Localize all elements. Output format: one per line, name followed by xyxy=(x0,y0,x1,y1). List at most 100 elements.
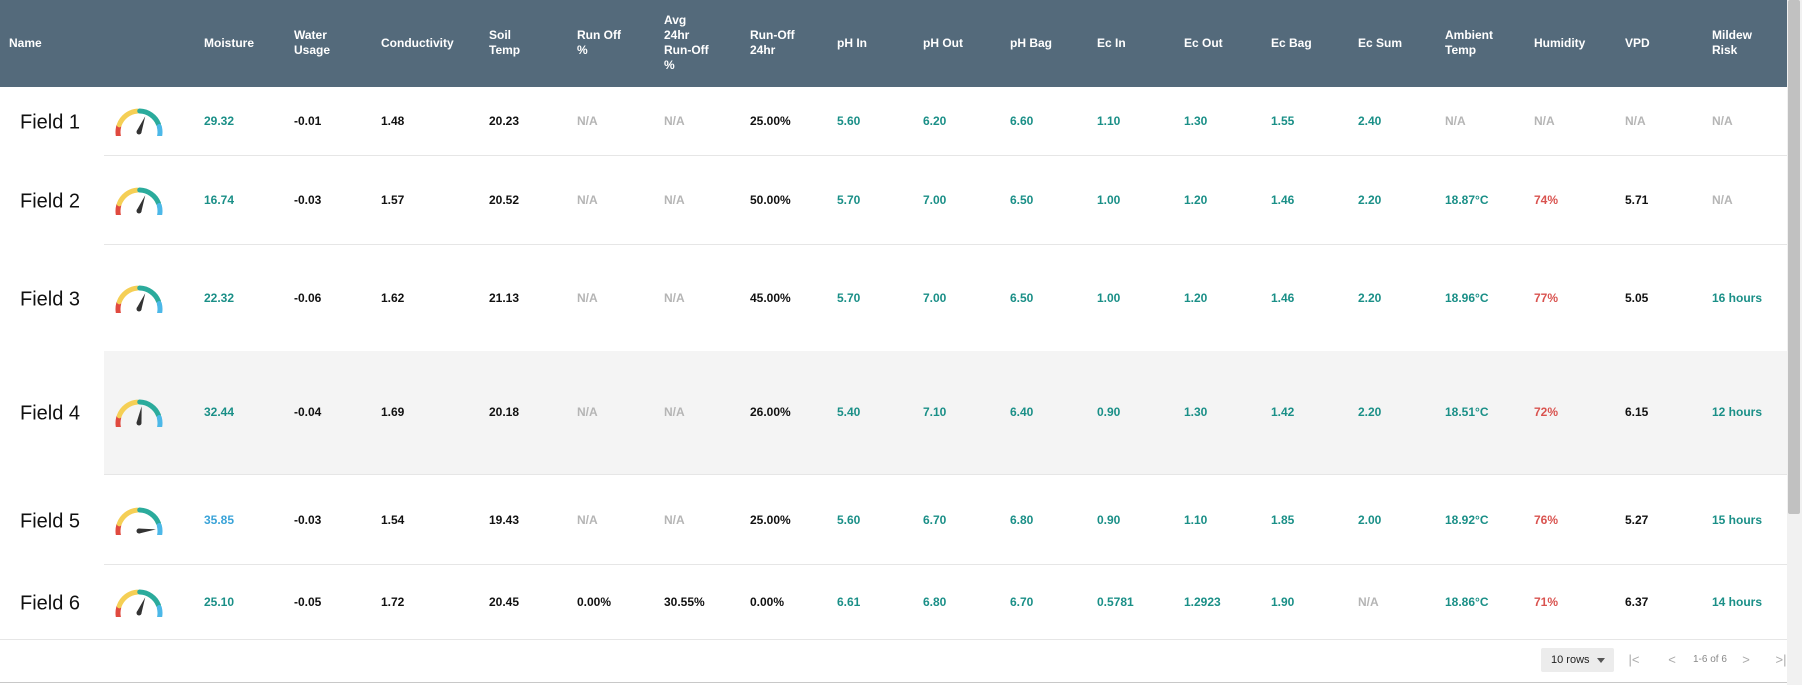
last-page-icon[interactable]: >| xyxy=(1775,652,1787,667)
cell-runoff-24: 0.00% xyxy=(750,595,785,609)
header-name[interactable]: Name xyxy=(9,35,42,50)
field-name[interactable]: Field 1 xyxy=(20,111,81,134)
rows-per-page-select[interactable]: 10 rows xyxy=(1541,648,1614,672)
cell-ec-out: 1.30 xyxy=(1184,405,1208,419)
moisture-gauge-icon xyxy=(115,187,163,221)
cell-soil-temp: 20.45 xyxy=(489,595,520,609)
cell-run-off-pct: N/A xyxy=(577,513,598,527)
cell-ph-bag: 6.50 xyxy=(1010,193,1034,207)
cell-ph-bag: 6.50 xyxy=(1010,291,1034,305)
cell-mildew-risk: N/A xyxy=(1712,193,1733,207)
field-name[interactable]: Field 4 xyxy=(20,402,81,425)
header-ph-in[interactable]: pH In xyxy=(837,35,867,50)
cell-water-usage: -0.06 xyxy=(294,291,322,305)
chevron-right-icon[interactable]: > xyxy=(1742,652,1750,667)
cell-soil-temp: 20.23 xyxy=(489,114,520,128)
cell-conductivity: 1.69 xyxy=(381,405,405,419)
header-ph-bag[interactable]: pH Bag xyxy=(1010,35,1052,50)
cell-run-off-pct: N/A xyxy=(577,405,598,419)
header-run-off-pct[interactable]: Run Off % xyxy=(577,28,621,57)
header-avg-runoff[interactable]: Avg 24hr Run-Off % xyxy=(664,13,709,72)
cell-vpd: N/A xyxy=(1625,114,1646,128)
moisture-gauge xyxy=(109,503,169,541)
cell-ambient-temp: 18.87°C xyxy=(1445,193,1489,207)
chevron-down-icon xyxy=(1597,658,1605,663)
field-name[interactable]: Field 3 xyxy=(20,288,81,311)
field-name[interactable]: Field 2 xyxy=(20,190,81,213)
cell-ec-bag: 1.55 xyxy=(1271,114,1295,128)
chevron-left-icon[interactable]: < xyxy=(1668,652,1676,667)
name-cell xyxy=(0,87,104,155)
header-ec-out[interactable]: Ec Out xyxy=(1184,35,1223,50)
field-name[interactable]: Field 6 xyxy=(20,592,81,615)
cell-ph-out: 7.00 xyxy=(923,193,947,207)
cell-ec-bag: 1.42 xyxy=(1271,405,1295,419)
table-row[interactable]: Field 4 32.44 -0.04 1.69 20.18 N/A N/A 26.00% 5… xyxy=(0,351,1787,475)
first-page-icon[interactable]: |< xyxy=(1628,652,1640,667)
cell-moisture: 35.85 xyxy=(204,513,235,527)
cell-ambient-temp: 18.86°C xyxy=(1445,595,1489,609)
cell-moisture: 29.32 xyxy=(204,114,235,128)
cell-ec-bag: 1.46 xyxy=(1271,193,1295,207)
header-soil-temp[interactable]: Soil Temp xyxy=(489,28,521,57)
cell-mildew-risk: N/A xyxy=(1712,114,1733,128)
cell-ec-sum: 2.20 xyxy=(1358,405,1382,419)
cell-ec-out: 1.10 xyxy=(1184,513,1208,527)
header-ambient-temp[interactable]: Ambient Temp xyxy=(1445,28,1493,57)
cell-ph-out: 7.10 xyxy=(923,405,947,419)
cell-humidity: 76% xyxy=(1534,513,1559,527)
table-row[interactable]: Field 3 22.32 -0.06 1.62 21.13 N/A N/A 45.00% 5… xyxy=(0,244,1787,352)
header-humidity[interactable]: Humidity xyxy=(1534,35,1586,50)
moisture-gauge xyxy=(109,104,169,142)
cell-water-usage: -0.04 xyxy=(294,405,322,419)
cell-ph-bag: 6.40 xyxy=(1010,405,1034,419)
cell-runoff-24: 26.00% xyxy=(750,405,791,419)
cell-ec-sum: 2.40 xyxy=(1358,114,1382,128)
field-name[interactable]: Field 5 xyxy=(20,510,81,533)
cell-ec-in: 0.90 xyxy=(1097,405,1121,419)
cell-ambient-temp: 18.96°C xyxy=(1445,291,1489,305)
cell-moisture: 32.44 xyxy=(204,405,235,419)
cell-ec-in: 0.90 xyxy=(1097,513,1121,527)
footer-divider xyxy=(0,682,1787,683)
cell-ambient-temp: 18.92°C xyxy=(1445,513,1489,527)
cell-ph-out: 6.70 xyxy=(923,513,947,527)
cell-moisture: 16.74 xyxy=(204,193,235,207)
cell-water-usage: -0.01 xyxy=(294,114,322,128)
cell-ph-bag: 6.80 xyxy=(1010,513,1034,527)
header-ec-bag[interactable]: Ec Bag xyxy=(1271,35,1312,50)
table-row[interactable]: Field 1 29.32 -0.01 1.48 20.23 N/A N/A 25.00% 5… xyxy=(0,87,1787,156)
table-row[interactable]: Field 2 16.74 -0.03 1.57 20.52 N/A N/A 50.00% 5… xyxy=(0,155,1787,245)
scrollbar-thumb[interactable] xyxy=(1788,0,1800,514)
name-cell xyxy=(0,564,104,639)
cell-ec-sum: 2.00 xyxy=(1358,513,1382,527)
pagination-range: 1-6 of 6 xyxy=(1693,654,1727,665)
header-vpd[interactable]: VPD xyxy=(1625,35,1650,50)
cell-ec-in: 1.10 xyxy=(1097,114,1121,128)
cell-ph-out: 7.00 xyxy=(923,291,947,305)
cell-soil-temp: 21.13 xyxy=(489,291,520,305)
header-ec-in[interactable]: Ec In xyxy=(1097,35,1126,50)
table-row[interactable]: Field 6 25.10 -0.05 1.72 20.45 0.00% 30.55% 0.… xyxy=(0,564,1787,640)
cell-mildew-risk: 12 hours xyxy=(1712,405,1763,419)
cell-ec-sum: N/A xyxy=(1358,595,1379,609)
cell-ph-in: 5.40 xyxy=(837,405,861,419)
cell-humidity: 72% xyxy=(1534,405,1559,419)
header-water-usage[interactable]: Water Usage xyxy=(294,28,331,57)
cell-vpd: 5.05 xyxy=(1625,291,1649,305)
header-mildew-risk[interactable]: Mildew Risk xyxy=(1712,28,1753,57)
cell-ph-out: 6.20 xyxy=(923,114,947,128)
cell-ec-out: 1.20 xyxy=(1184,193,1208,207)
header-moisture[interactable]: Moisture xyxy=(204,35,255,50)
cell-avg-runoff: 30.55% xyxy=(664,595,705,609)
table-row[interactable]: Field 5 35.85 -0.03 1.54 19.43 N/A N/A 25.00% 5… xyxy=(0,474,1787,565)
header-ph-out[interactable]: pH Out xyxy=(923,35,963,50)
header-conductivity[interactable]: Conductivity xyxy=(381,35,454,50)
cell-ec-out: 1.20 xyxy=(1184,291,1208,305)
header-ec-sum[interactable]: Ec Sum xyxy=(1358,35,1403,50)
moisture-gauge xyxy=(109,281,169,319)
cell-ph-in: 5.60 xyxy=(837,114,861,128)
header-runoff-24[interactable]: Run-Off 24hr xyxy=(750,28,795,57)
cell-conductivity: 1.54 xyxy=(381,513,405,527)
cell-ec-in: 0.5781 xyxy=(1097,595,1134,609)
